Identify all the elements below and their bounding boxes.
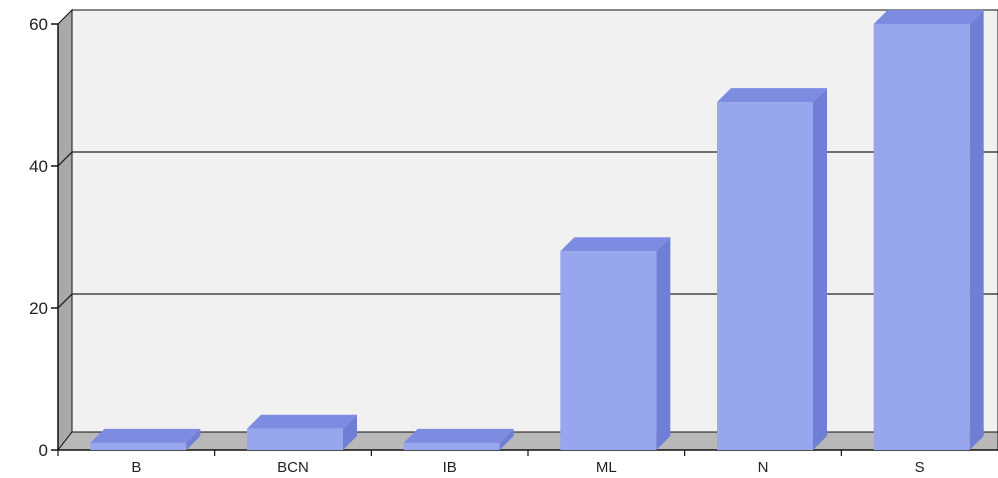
bar-top (873, 10, 984, 24)
bar-side (656, 237, 671, 450)
bars (90, 10, 984, 450)
bar-top (247, 414, 357, 429)
bar-n (717, 88, 827, 450)
x-tick-label: N (758, 459, 769, 476)
y-axis-ticks: 0 20 40 60 (29, 15, 58, 460)
x-tick-label: BCN (277, 459, 309, 476)
x-tick-label: S (915, 459, 925, 476)
gridline (57, 151, 998, 167)
bar-top (90, 428, 201, 443)
bar-side (343, 414, 357, 450)
plot-side-wall (57, 8, 73, 452)
gridline (57, 293, 998, 309)
bar-s (873, 10, 984, 450)
gridlines (57, 151, 998, 309)
bar-ib (403, 428, 514, 450)
x-tick-label: B (131, 459, 141, 476)
bar-top (717, 88, 827, 103)
x-tick-label: IB (443, 459, 457, 476)
bar-front (247, 428, 343, 450)
x-axis-ticks: B BCN IB ML N S (57, 450, 925, 476)
y-tick-label: 0 (39, 441, 48, 460)
bar-side (813, 88, 827, 450)
y-tick-label: 60 (29, 15, 48, 34)
bar-front (403, 442, 500, 450)
x-tick-label: ML (596, 459, 617, 476)
bar-b (90, 428, 201, 450)
bar-front (560, 251, 657, 450)
bar-front (717, 102, 813, 450)
bar-side (499, 428, 514, 450)
bar-top (403, 428, 514, 443)
bar-side (969, 10, 984, 450)
bar-top (560, 237, 671, 252)
bar-side (186, 428, 201, 450)
y-tick-label: 20 (29, 299, 48, 318)
bar-ml (560, 237, 671, 450)
y-tick-label: 40 (29, 157, 48, 176)
bar-bcn (247, 414, 357, 450)
plot-back-wall (71, 9, 998, 433)
bar-front (873, 24, 970, 450)
bar-front (90, 442, 187, 450)
